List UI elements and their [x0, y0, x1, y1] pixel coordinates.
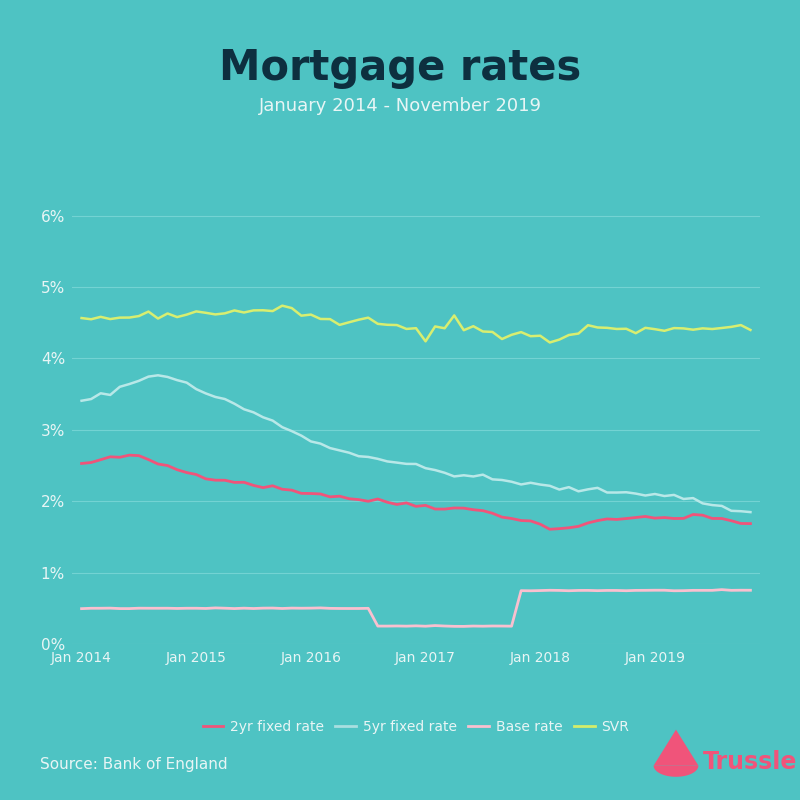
Text: Source: Bank of England: Source: Bank of England: [40, 757, 228, 771]
Text: Trussle: Trussle: [702, 750, 797, 774]
Legend: 2yr fixed rate, 5yr fixed rate, Base rate, SVR: 2yr fixed rate, 5yr fixed rate, Base rat…: [197, 714, 635, 739]
Text: January 2014 - November 2019: January 2014 - November 2019: [258, 97, 542, 114]
Text: Mortgage rates: Mortgage rates: [219, 47, 581, 89]
